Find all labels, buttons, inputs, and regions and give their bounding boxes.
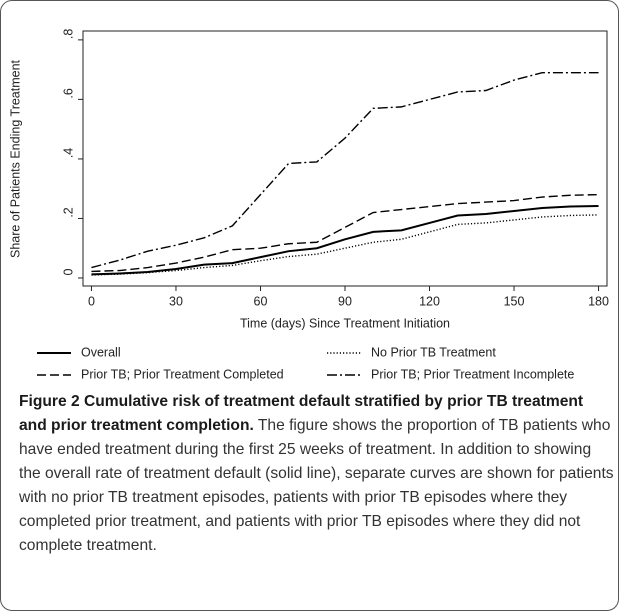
series-line (91, 204, 599, 276)
x-tick-label: 180 (588, 294, 609, 308)
series-line (91, 71, 599, 269)
caption-label: Figure 2 (19, 393, 80, 410)
y-tick-label: 0 (61, 268, 75, 275)
x-tick-label: 90 (338, 294, 352, 308)
y-tick-label: .8 (61, 29, 75, 39)
y-tick-label: .4 (61, 148, 75, 158)
caption-title: Cumulative risk of treatment default str… (19, 393, 584, 434)
legend-label: No Prior TB Treatment (371, 345, 496, 359)
x-tick-label: 120 (419, 294, 440, 308)
x-tick-label: 0 (88, 294, 95, 308)
chart: Share of Patients Ending Treatment Time … (8, 29, 609, 382)
y-tick-label: .6 (61, 88, 75, 98)
y-tick-label: .2 (61, 207, 75, 217)
caption-text: The figure shows the proportion of TB pa… (19, 417, 614, 554)
legend-label: Prior TB; Prior Treatment Incomplete (371, 367, 574, 381)
x-tick-label: 30 (169, 294, 183, 308)
legend-label: Overall (81, 345, 121, 359)
x-tick-label: 60 (254, 294, 268, 308)
x-axis-title: Time (days) Since Treatment Initiation (240, 316, 450, 330)
series-line (91, 193, 599, 273)
x-tick-label: 150 (504, 294, 525, 308)
y-axis-title: Share of Patients Ending Treatment (8, 59, 22, 258)
caption: Figure 2 Cumulative risk of treatment de… (19, 390, 615, 558)
series-line (91, 214, 599, 276)
legend-label: Prior TB; Prior Treatment Completed (81, 367, 284, 381)
